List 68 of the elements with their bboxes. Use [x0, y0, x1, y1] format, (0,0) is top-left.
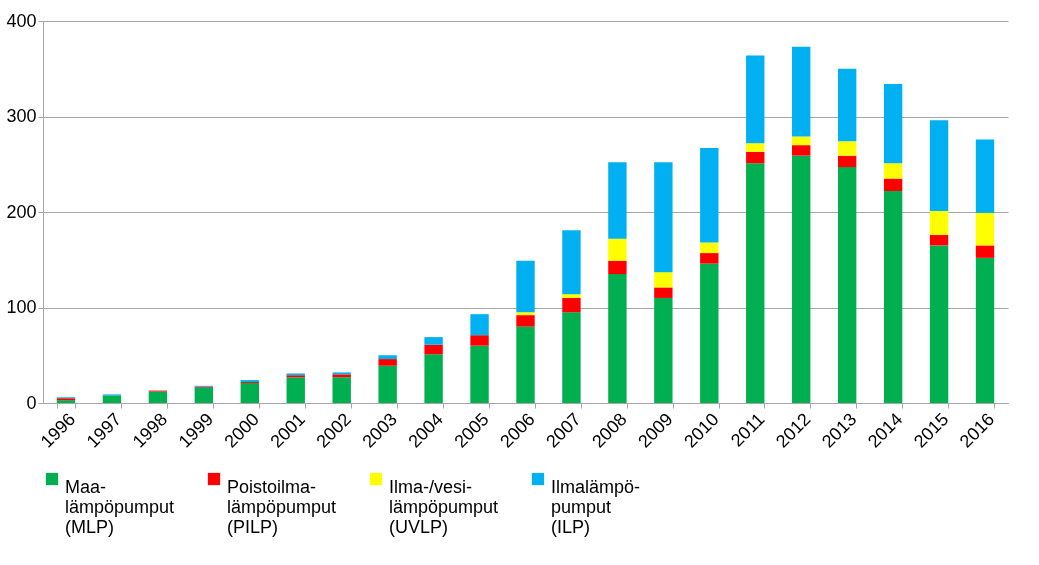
bar	[975, 139, 995, 213]
bar	[700, 242, 719, 254]
bar	[883, 190, 903, 403]
bar	[654, 287, 673, 298]
legend-label: Maa-lämpöpumput (MLP)	[65, 477, 175, 537]
bar	[470, 345, 489, 403]
bar	[516, 326, 535, 403]
bar	[378, 355, 397, 360]
bar	[516, 312, 535, 316]
bar	[654, 272, 673, 288]
bar	[424, 354, 443, 403]
legend-label: Ilma-/vesi-lämpöpumput (UVLP)	[389, 477, 499, 537]
bar	[883, 163, 903, 179]
bar	[102, 395, 122, 403]
bar	[516, 260, 535, 313]
bar	[792, 136, 811, 146]
bar	[608, 274, 627, 403]
bar	[837, 68, 857, 142]
bar	[837, 141, 857, 156]
y-tick-label: 100	[6, 297, 37, 317]
bar	[378, 359, 397, 366]
bar	[929, 120, 949, 212]
y-tick-label: 0	[26, 392, 37, 413]
bar	[516, 315, 535, 327]
bar	[929, 211, 949, 235]
bar	[700, 148, 719, 243]
bar	[608, 238, 627, 261]
bar	[792, 155, 811, 403]
bar	[286, 377, 305, 403]
bar	[240, 382, 259, 403]
legend-label: Poistoilma-lämpöpumput (PILP)	[227, 477, 337, 537]
bar	[746, 151, 765, 164]
bar	[746, 55, 765, 144]
bar	[975, 212, 995, 246]
bar	[792, 46, 811, 137]
bar	[470, 314, 489, 336]
bar	[883, 178, 903, 191]
bar	[929, 245, 949, 403]
legend-label: Ilmalämpö-pumput (ILP)	[551, 477, 641, 537]
bar	[470, 335, 489, 346]
bar	[194, 387, 214, 403]
bar	[975, 257, 995, 403]
bar	[608, 162, 627, 239]
bar	[654, 297, 673, 403]
bar	[837, 167, 857, 403]
bar	[562, 312, 581, 403]
bar	[792, 145, 811, 156]
y-tick-label: 300	[6, 106, 37, 126]
bar	[746, 143, 765, 152]
bar	[562, 230, 581, 295]
bar	[148, 391, 168, 403]
bar	[654, 162, 673, 273]
y-tick-label: 200	[6, 201, 37, 222]
bar	[608, 260, 627, 275]
bar	[378, 365, 397, 403]
bar	[883, 84, 903, 164]
bar	[332, 377, 351, 403]
bar	[562, 297, 581, 313]
bar	[837, 155, 857, 168]
bar	[975, 245, 995, 258]
bar	[700, 253, 719, 264]
bar	[746, 163, 765, 403]
bar	[929, 234, 949, 246]
y-tick-label: 400	[6, 10, 37, 31]
bar	[424, 337, 443, 345]
bar	[562, 294, 581, 298]
bar	[700, 263, 719, 403]
bar	[424, 344, 443, 355]
